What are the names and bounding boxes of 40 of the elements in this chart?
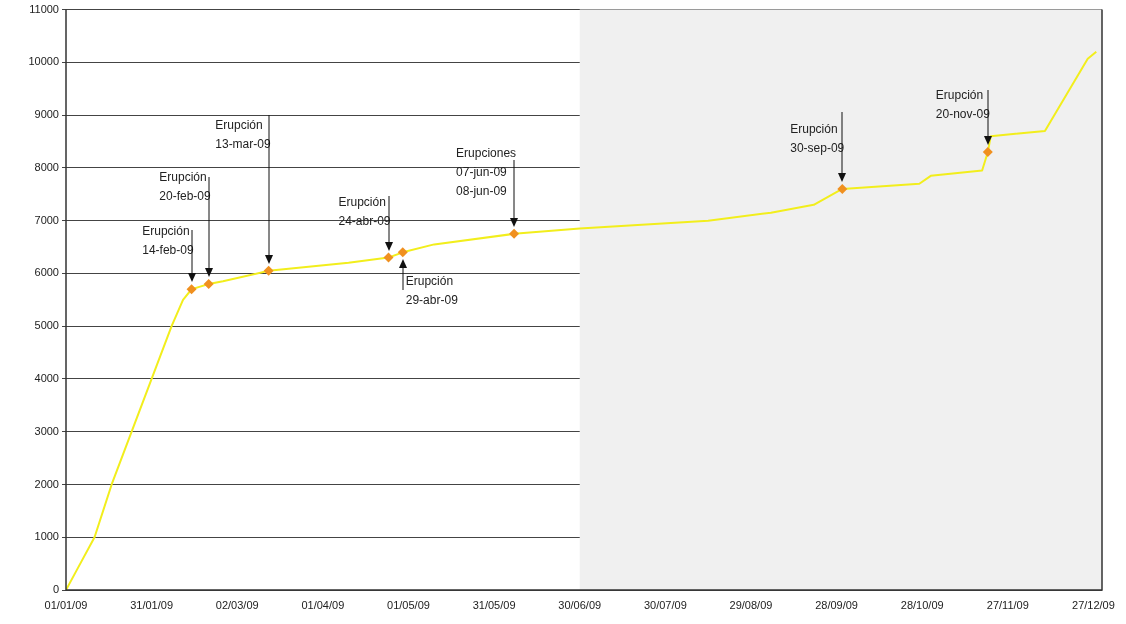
point [509,228,520,239]
annotation: Erupción 20-feb-09 [159,170,212,204]
annotation: Erupción 20-nov-09 [935,88,991,122]
x-tick-label: 29/08/09 [729,598,773,611]
point [203,278,214,289]
y-tick-label: 10000 [28,55,59,68]
x-tick-label: 28/10/09 [900,598,944,611]
y-tick-label: 9000 [34,108,59,121]
x-tick-label: 01/01/09 [44,598,88,611]
point [837,184,848,194]
annotation: Erupción 29-abr-09 [405,273,459,307]
y-tick-label: 5000 [34,319,59,332]
x-tick-label: 30/07/09 [643,598,687,611]
x-tick-label: 31/05/09 [472,598,516,611]
x-tick-label: 27/11/09 [986,598,1029,611]
x-tick-label: 30/06/09 [558,598,602,611]
point [982,147,993,158]
y-tick-label: 6000 [34,266,59,279]
annotation: Erupciones 07-jun-09 08-jun-09 [456,146,517,199]
point [383,252,394,263]
y-tick-label: 3000 [34,424,59,437]
y-tick-label: 8000 [34,160,59,173]
point [397,247,408,258]
x-tick-label: 01/04/09 [301,598,345,611]
point [186,284,197,295]
y-tick-label: 2000 [34,477,59,490]
point [263,265,274,276]
x-tick-label: 28/09/09 [815,598,858,611]
y-tick-label: 7000 [34,213,59,226]
annotation: Erupción 14-feb-09 [142,223,194,257]
x-tick-label: 01/05/09 [387,598,430,611]
x-tick-label: 31/01/09 [130,598,174,611]
annotation: Erupción 30-sep-09 [790,122,845,156]
annotation: Erupción 13-mar-09 [215,118,271,152]
y-tick-label: 11000 [29,2,59,15]
y-tick-label: 0 [52,583,59,596]
y-tick-label: 1000 [34,530,59,543]
x-tick-label: 02/03/09 [215,598,259,611]
x-tick-label: 27/12/09 [1072,598,1115,611]
y-tick-label: 4000 [34,371,59,384]
